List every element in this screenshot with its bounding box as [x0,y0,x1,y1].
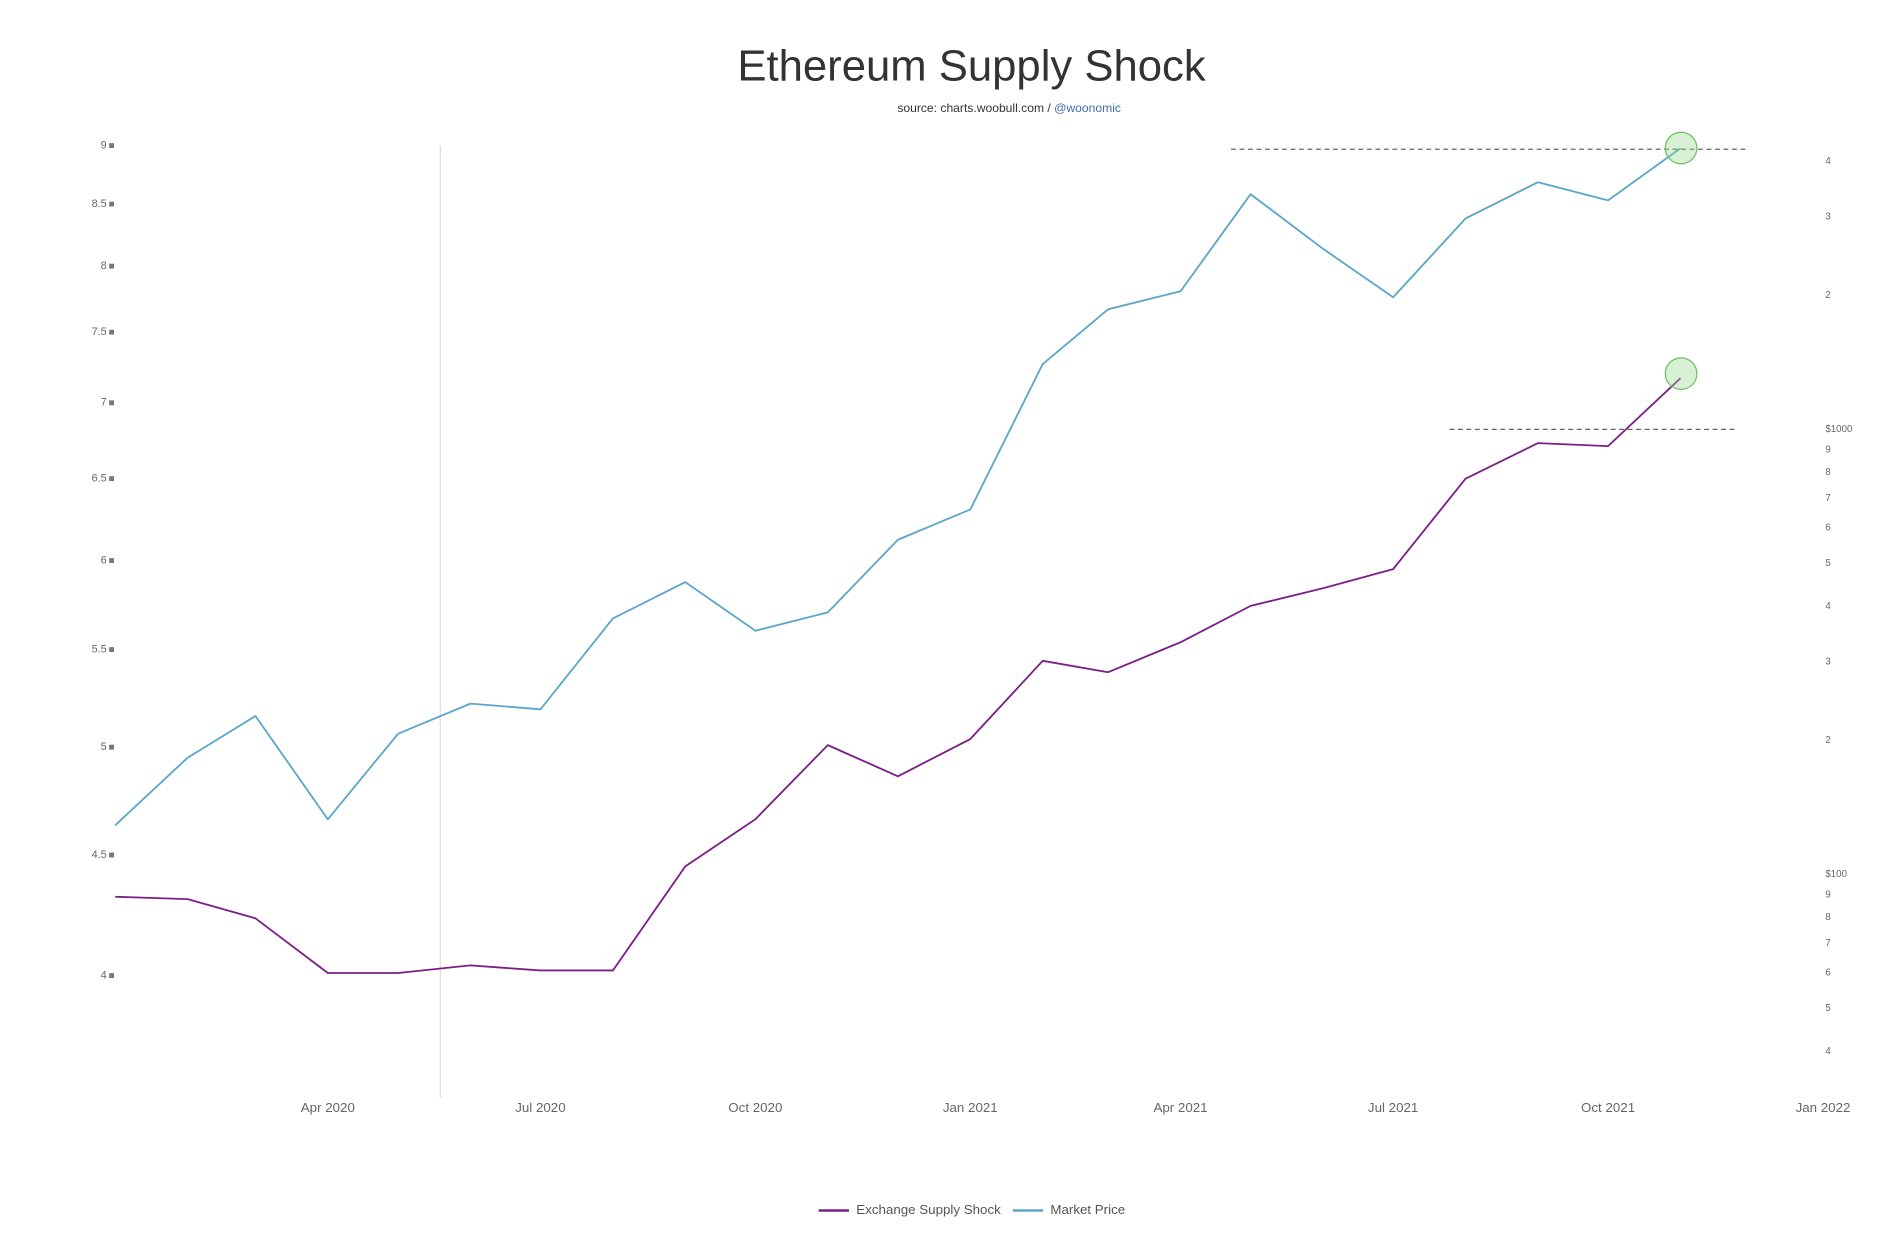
y-tick-label: 6.5 [92,473,107,485]
y-tick-label: 7.5 [92,326,107,338]
series-line [115,377,1682,974]
highlight-circle [1664,357,1698,390]
y-tick-label: 4 [101,969,107,981]
highlight-circle [1664,131,1698,165]
y-tick-mark [109,647,115,653]
x-tick-label: Apr 2021 [1153,1100,1207,1115]
y2-tick-label: 4 [1825,156,1831,167]
x-tick-label: Jan 2021 [943,1100,998,1115]
y-tick-label: 5.5 [92,643,107,655]
y-tick-label: 8 [101,260,107,272]
y2-tick-label: 4 [1825,1046,1831,1057]
y2-tick-label: 9 [1825,444,1830,455]
series-line [114,147,1682,826]
x-tick-label: Jul 2021 [1368,1100,1418,1115]
legend-label: Market Price [1050,1202,1125,1217]
plot [114,147,1682,974]
y2-tick-label: 2 [1825,735,1830,746]
subtitle: source: charts.woobull.com / @woonomic [897,101,1121,115]
y-tick-label: 6 [101,554,107,566]
x-tick-label: Oct 2020 [728,1100,782,1115]
subtitle-link[interactable]: @woonomic [1054,101,1121,115]
y-tick-mark [109,143,115,148]
y2-tick-label: 7 [1825,493,1830,504]
y2-tick-label: 3 [1825,657,1830,668]
y2-tick-label: 5 [1825,1003,1830,1014]
x-tick-label: Oct 2021 [1581,1100,1635,1115]
y-tick-mark [109,476,115,482]
y-tick-mark [109,973,115,978]
y2-tick-label: 2 [1825,290,1830,301]
y2-tick-label: 8 [1825,467,1830,478]
y2-tick-label: 6 [1825,968,1830,979]
y-tick-label: 9 [101,139,107,151]
x-tick-label: Jan 2022 [1796,1100,1851,1115]
y2-tick-label: $1000 [1825,424,1853,435]
y2-tick-label: 5 [1825,558,1830,569]
y2-tick-label: 7 [1825,938,1830,949]
y2-tick-label: $100 [1825,869,1847,880]
y2-tick-label: 3 [1825,212,1830,223]
y-tick-mark [109,558,115,563]
chart-title: Ethereum Supply Shock [737,42,1206,91]
y-tick-label: 5 [101,741,107,753]
y-tick-mark [109,201,115,207]
subtitle-source: source: charts.woobull.com / [897,101,1051,115]
y2-tick-label: 9 [1825,889,1830,900]
y-tick-label: 4.5 [92,849,107,861]
y-tick-label: 7 [101,397,107,409]
y-tick-mark [109,329,115,335]
y2-tick-label: 6 [1825,523,1830,534]
y2-tick-label: 4 [1825,601,1831,612]
y-tick-mark [109,852,115,858]
legend-label: Exchange Supply Shock [856,1202,1001,1217]
y-tick-mark [109,263,115,269]
x-tick-label: Apr 2020 [301,1100,355,1115]
y-tick-mark [109,744,115,750]
x-tick-label: Jul 2020 [515,1100,565,1115]
y-tick-mark [109,400,115,406]
y2-tick-label: 8 [1825,912,1830,923]
y-tick-label: 8.5 [92,198,107,210]
